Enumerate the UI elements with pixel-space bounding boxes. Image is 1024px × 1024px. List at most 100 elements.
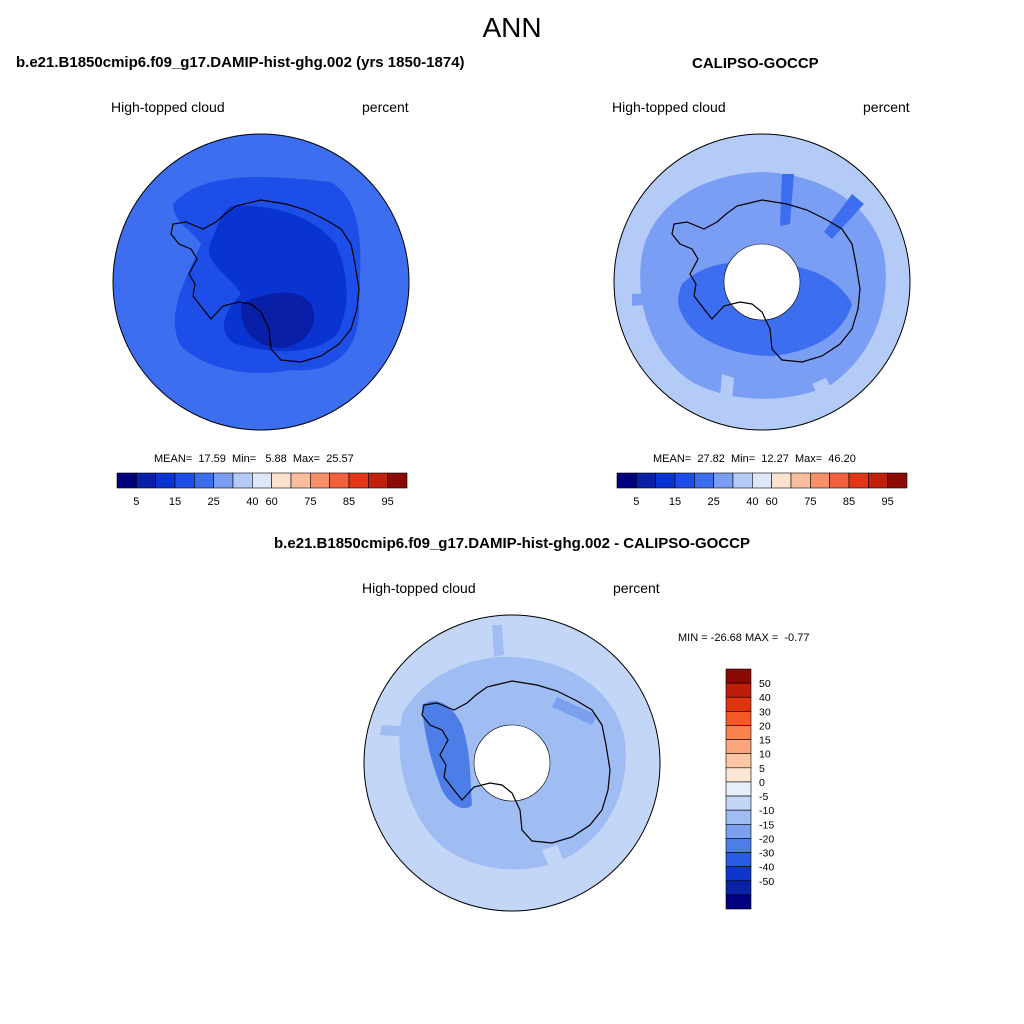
obs-colorbar-tick-label: 25 bbox=[708, 496, 720, 508]
model-colorbar-box bbox=[232, 472, 253, 489]
diff-colorbar-box bbox=[725, 838, 752, 853]
obs-colorbar-box bbox=[732, 472, 753, 489]
obs-variable-label: High-topped cloud bbox=[612, 99, 726, 115]
diff-colorbar-tick-label: 5 bbox=[759, 763, 765, 775]
model-colorbar-tick-label: 95 bbox=[382, 496, 394, 508]
obs-colorbar-box bbox=[771, 472, 792, 489]
diff-colorbar-tick-label: 40 bbox=[759, 692, 771, 704]
diff-colorbar-box bbox=[725, 823, 752, 839]
model-colorbar-tick-label: 15 bbox=[169, 496, 181, 508]
diff-field-streak-3 bbox=[542, 845, 577, 897]
diff-field-streak-1 bbox=[492, 625, 504, 657]
obs-colorbar-box bbox=[694, 472, 714, 489]
diff-field-streak-2 bbox=[380, 725, 412, 737]
model-polar-map bbox=[112, 133, 410, 431]
obs-field-streak-3 bbox=[632, 292, 672, 306]
model-colorbar-box bbox=[368, 472, 388, 489]
diff-colorbar-tick-label: -15 bbox=[759, 819, 774, 831]
diff-colorbar-tick-label: -30 bbox=[759, 848, 774, 860]
diff-colorbar-box bbox=[725, 767, 752, 783]
model-colorbar-box bbox=[252, 472, 272, 489]
model-colorbar-tick-label: 40 bbox=[246, 496, 258, 508]
obs-colorbar-tick-label: 75 bbox=[804, 496, 816, 508]
diff-colorbar-tick-label: 10 bbox=[759, 749, 771, 761]
obs-field-streak-4 bbox=[718, 374, 734, 424]
diff-colorbar-box bbox=[725, 696, 752, 712]
model-colorbar-tick-label: 85 bbox=[343, 496, 355, 508]
diff-colorbar-box bbox=[725, 852, 752, 867]
model-stats: MEAN= 17.59 Min= 5.88 Max= 25.57 bbox=[154, 453, 354, 465]
obs-units-label: percent bbox=[863, 99, 910, 115]
diff-colorbar-tick-label: -10 bbox=[759, 805, 774, 817]
obs-colorbar-tick-label: 60 bbox=[766, 496, 778, 508]
obs-field-streak-2 bbox=[824, 194, 864, 239]
diff-colorbar-box bbox=[725, 866, 752, 882]
diff-colorbar-box bbox=[725, 682, 752, 698]
diff-colorbar-box bbox=[725, 809, 752, 825]
model-field-core bbox=[240, 292, 315, 348]
obs-colorbar-box bbox=[868, 472, 888, 489]
diff-field-deep bbox=[422, 701, 472, 809]
model-colorbar-box bbox=[136, 472, 156, 489]
model-colorbar-box bbox=[194, 472, 214, 489]
model-colorbar-box bbox=[387, 472, 408, 489]
obs-colorbar-box bbox=[752, 472, 772, 489]
model-variable-label: High-topped cloud bbox=[111, 99, 225, 115]
model-colorbar-box bbox=[174, 472, 195, 489]
diff-colorbar-box bbox=[725, 711, 752, 726]
diff-coastline bbox=[421, 680, 611, 844]
diff-variable-label: High-topped cloud bbox=[362, 580, 476, 596]
diff-colorbar-tick-label: 20 bbox=[759, 720, 771, 732]
model-colorbar-tick-label: 25 bbox=[208, 496, 220, 508]
diff-colorbar-box bbox=[725, 894, 752, 910]
diff-polar-map bbox=[363, 614, 661, 912]
model-panel-title: b.e21.B1850cmip6.f09_g17.DAMIP-hist-ghg.… bbox=[16, 54, 465, 71]
diff-colorbar-tick-label: 15 bbox=[759, 735, 771, 747]
model-colorbar-tick-label: 5 bbox=[133, 496, 139, 508]
obs-colorbar-tick-label: 15 bbox=[669, 496, 681, 508]
obs-colorbar: 5 15 25 40 60 75 85 95 bbox=[616, 472, 908, 508]
diff-colorbar-tick-label: 0 bbox=[759, 777, 765, 789]
obs-colorbar-box bbox=[810, 472, 830, 489]
diff-colorbar-box bbox=[725, 753, 752, 769]
diff-colorbar-tick-label: -50 bbox=[759, 876, 774, 888]
model-colorbar-box bbox=[213, 472, 234, 489]
obs-colorbar-tick-label: 95 bbox=[882, 496, 894, 508]
obs-colorbar-box bbox=[674, 472, 695, 489]
diff-colorbar-tick-label: -40 bbox=[759, 862, 774, 874]
obs-colorbar-box bbox=[655, 472, 676, 489]
diff-minmax: MIN = -26.68 MAX = -0.77 bbox=[678, 632, 810, 644]
diff-units-label: percent bbox=[613, 580, 660, 596]
model-colorbar-box bbox=[348, 472, 369, 489]
obs-polar-map bbox=[613, 133, 911, 431]
figure-title: ANN bbox=[482, 12, 542, 43]
model-colorbar-tick-label: 60 bbox=[266, 496, 278, 508]
obs-field-streak-1 bbox=[780, 174, 794, 226]
diff-colorbar-box bbox=[725, 725, 752, 740]
diff-polar-gap bbox=[474, 725, 550, 801]
obs-colorbar-box bbox=[790, 472, 811, 489]
diff-field-streak-4 bbox=[552, 697, 597, 725]
obs-colorbar-box bbox=[829, 472, 850, 489]
model-colorbar-box bbox=[290, 472, 311, 489]
model-units-label: percent bbox=[362, 99, 409, 115]
obs-colorbar-box bbox=[636, 472, 656, 489]
diff-colorbar-box bbox=[725, 739, 752, 755]
diff-colorbar-box bbox=[725, 880, 752, 896]
obs-polar-gap bbox=[724, 244, 800, 320]
model-colorbar-box bbox=[329, 472, 350, 489]
diff-colorbar-box bbox=[725, 668, 752, 684]
model-colorbar-box bbox=[116, 472, 137, 489]
diff-colorbar-box bbox=[725, 795, 752, 811]
diff-colorbar-tick-label: -20 bbox=[759, 833, 774, 845]
model-colorbar-box bbox=[155, 472, 176, 489]
obs-colorbar-box bbox=[887, 472, 908, 489]
obs-colorbar-box bbox=[616, 472, 637, 489]
model-colorbar-box bbox=[271, 472, 292, 489]
diff-colorbar-tick-label: 30 bbox=[759, 706, 771, 718]
obs-coastline bbox=[671, 199, 861, 363]
diff-panel-title: b.e21.B1850cmip6.f09_g17.DAMIP-hist-ghg.… bbox=[274, 535, 750, 552]
model-coastline bbox=[170, 199, 360, 363]
model-colorbar-box bbox=[310, 472, 330, 489]
